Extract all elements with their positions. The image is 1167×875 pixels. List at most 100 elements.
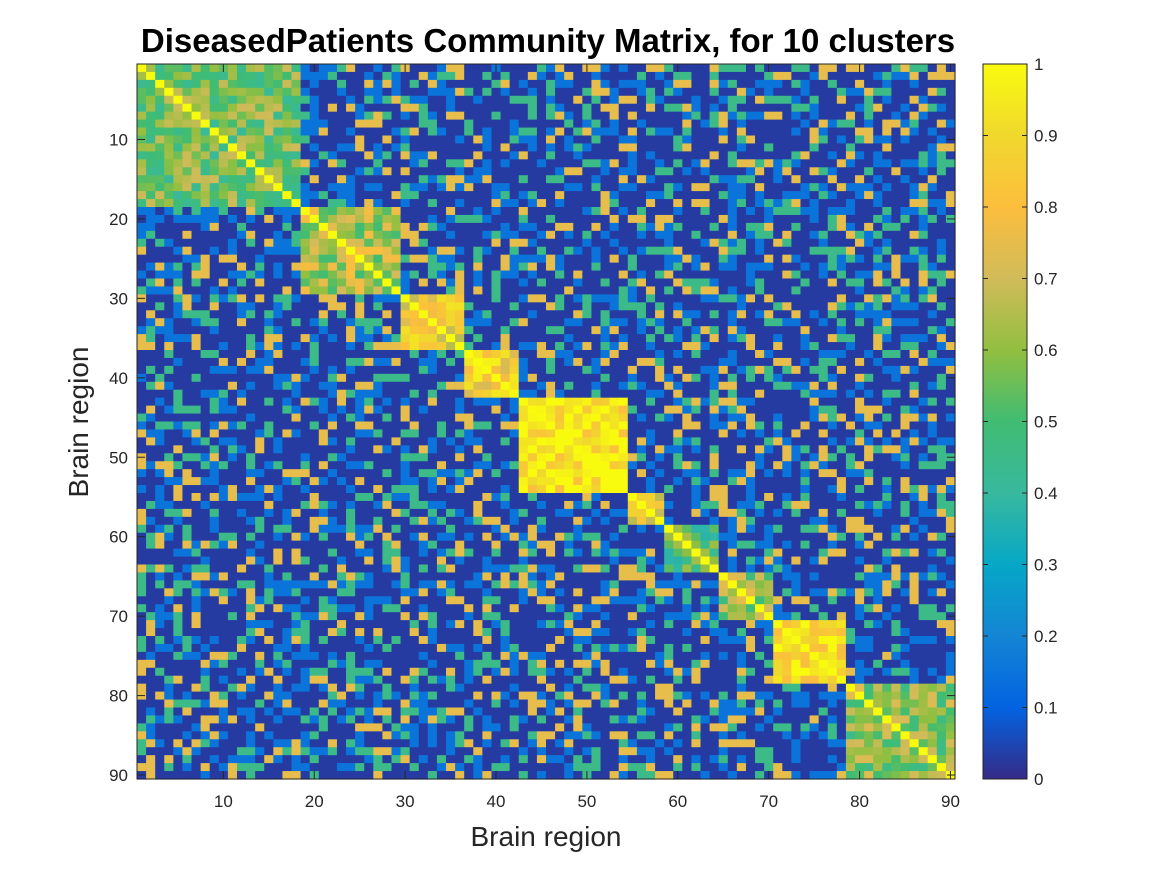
- heatmap-cell: [291, 453, 302, 462]
- heatmap-cell: [464, 437, 474, 446]
- heatmap-cell: [227, 64, 238, 73]
- heatmap-cell: [855, 310, 865, 319]
- heatmap-cell: [355, 310, 365, 319]
- heatmap-cell: [355, 127, 365, 137]
- heatmap-cell: [391, 167, 402, 176]
- heatmap-cell: [636, 119, 647, 129]
- heatmap-cell: [173, 95, 184, 105]
- heatmap-cell: [391, 159, 402, 168]
- heatmap-cell: [282, 461, 293, 470]
- heatmap-cell: [418, 493, 429, 502]
- heatmap-cell: [227, 350, 238, 359]
- heatmap-cell: [355, 500, 365, 510]
- heatmap-cell: [745, 381, 756, 391]
- heatmap-cell: [755, 151, 765, 160]
- heatmap-cell: [945, 334, 956, 343]
- heatmap-cell: [800, 350, 811, 359]
- heatmap-cell: [473, 262, 483, 272]
- heatmap-cell: [182, 143, 193, 152]
- heatmap-cell: [718, 230, 729, 240]
- heatmap-cell: [482, 159, 493, 168]
- heatmap-cell: [645, 254, 656, 264]
- heatmap-cell: [500, 111, 511, 121]
- heatmap-cell: [255, 143, 265, 152]
- heatmap-cell: [509, 127, 520, 137]
- heatmap-cell: [309, 127, 320, 137]
- heatmap-cell: [500, 286, 511, 295]
- heatmap-cell: [218, 357, 229, 367]
- heatmap-cell: [418, 405, 429, 415]
- heatmap-cell: [464, 278, 474, 288]
- heatmap-cell: [137, 413, 147, 423]
- heatmap-cell: [355, 270, 365, 280]
- heatmap-cell: [327, 453, 338, 462]
- heatmap-cell: [382, 302, 393, 311]
- heatmap-cell: [755, 191, 765, 200]
- heatmap-cell: [882, 477, 892, 486]
- heatmap-cell: [373, 350, 383, 359]
- heatmap-cell: [200, 167, 211, 176]
- heatmap-cell: [418, 64, 429, 73]
- heatmap-cell: [191, 254, 202, 264]
- heatmap-cell: [791, 199, 802, 208]
- heatmap-cell: [227, 191, 238, 200]
- heatmap-cell: [336, 326, 347, 335]
- heatmap-cell: [655, 103, 665, 113]
- heatmap-cell: [909, 191, 920, 200]
- heatmap-cell: [755, 310, 765, 319]
- heatmap-cell: [218, 143, 229, 152]
- heatmap-cell: [718, 222, 729, 232]
- heatmap-cell: [709, 199, 720, 208]
- heatmap-cell: [355, 469, 365, 478]
- heatmap-cell: [718, 469, 729, 478]
- heatmap-cell: [273, 373, 284, 383]
- heatmap-cell: [273, 191, 284, 200]
- heatmap-cell: [282, 381, 293, 391]
- heatmap-cell: [827, 334, 838, 343]
- heatmap-cell: [609, 111, 620, 121]
- heatmap-cell: [664, 326, 674, 335]
- heatmap-cell: [727, 318, 738, 327]
- heatmap-cell: [945, 461, 956, 470]
- heatmap-cell: [346, 405, 356, 415]
- heatmap-cell: [627, 183, 638, 192]
- heatmap-cell: [409, 469, 420, 478]
- heatmap-cell: [700, 294, 711, 303]
- heatmap-cell: [482, 167, 493, 176]
- heatmap-cell: [927, 421, 938, 431]
- heatmap-cell: [273, 485, 284, 494]
- heatmap-cell: [573, 278, 583, 288]
- heatmap-cell: [255, 119, 265, 129]
- heatmap-cell: [382, 373, 393, 383]
- heatmap-cell: [927, 445, 938, 454]
- heatmap-cell: [636, 79, 647, 89]
- heatmap-cell: [509, 429, 520, 438]
- heatmap-cell: [855, 461, 865, 470]
- heatmap-cell: [700, 302, 711, 311]
- heatmap-cell: [355, 167, 365, 176]
- heatmap-cell: [564, 461, 574, 470]
- heatmap-cell: [636, 389, 647, 399]
- heatmap-cell: [855, 262, 865, 272]
- heatmap-cell: [945, 381, 956, 391]
- heatmap-cell: [491, 302, 502, 311]
- heatmap-cell: [555, 79, 565, 89]
- heatmap-cell: [800, 214, 811, 224]
- heatmap-cell: [891, 334, 902, 343]
- heatmap-cell: [864, 199, 874, 208]
- heatmap-cell: [218, 183, 229, 192]
- heatmap-cell: [400, 461, 411, 470]
- heatmap-cell: [809, 135, 820, 145]
- heatmap-cell: [155, 199, 165, 208]
- heatmap-cell: [800, 191, 811, 200]
- heatmap-cell: [355, 71, 365, 81]
- heatmap-cell: [409, 64, 420, 73]
- heatmap-cell: [327, 461, 338, 470]
- heatmap-cell: [427, 437, 438, 446]
- heatmap-cell: [764, 357, 774, 367]
- heatmap-cell: [255, 262, 265, 272]
- heatmap-cell: [346, 103, 356, 113]
- heatmap-cell: [709, 429, 720, 438]
- heatmap-cell: [718, 413, 729, 423]
- heatmap-cell: [918, 127, 929, 137]
